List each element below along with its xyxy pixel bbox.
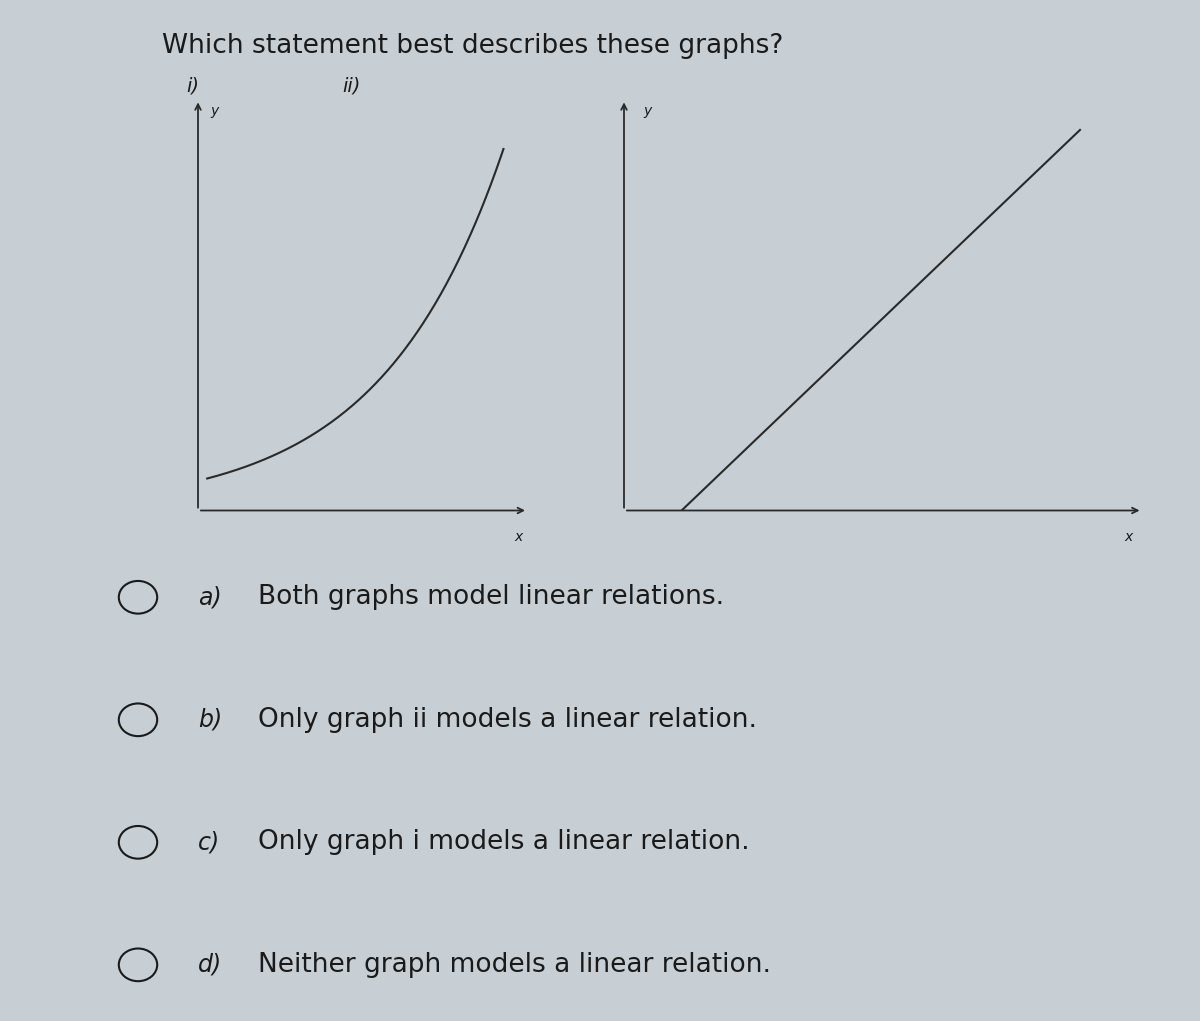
Text: Only graph ii models a linear relation.: Only graph ii models a linear relation. (258, 707, 757, 733)
Text: y: y (210, 104, 218, 117)
Text: ii): ii) (342, 77, 360, 96)
Text: a): a) (198, 585, 222, 610)
Text: i): i) (186, 77, 199, 96)
Text: d): d) (198, 953, 222, 977)
Text: b): b) (198, 708, 222, 732)
Text: c): c) (198, 830, 221, 855)
Text: Neither graph models a linear relation.: Neither graph models a linear relation. (258, 952, 772, 978)
Text: x: x (1124, 530, 1132, 543)
Text: Only graph i models a linear relation.: Only graph i models a linear relation. (258, 829, 750, 856)
Text: Both graphs model linear relations.: Both graphs model linear relations. (258, 584, 724, 611)
Text: y: y (643, 104, 652, 117)
Text: x: x (515, 530, 523, 543)
Text: Which statement best describes these graphs?: Which statement best describes these gra… (162, 33, 784, 58)
